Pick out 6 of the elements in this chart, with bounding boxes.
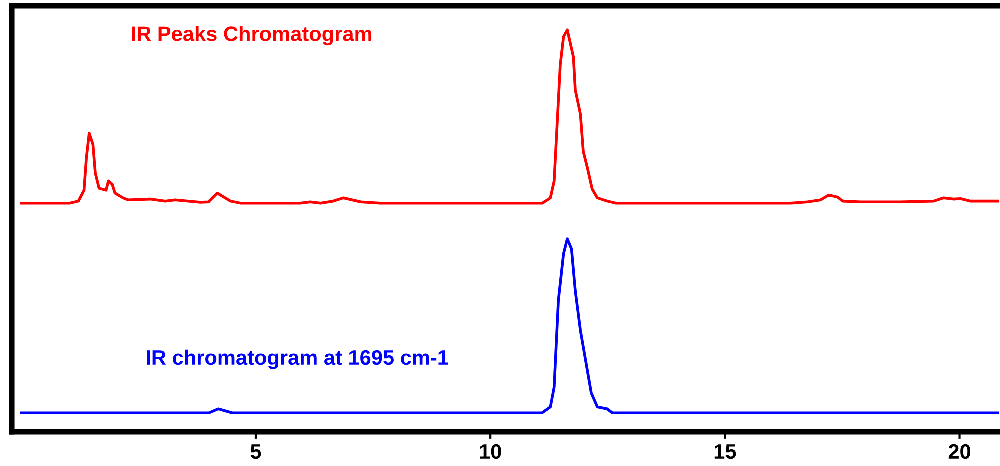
text: IR chromatogram at 1695 cm-1 xyxy=(147,350,448,370)
x-tick-label: 15 xyxy=(714,444,736,460)
text: IR Peaks Chromatogram xyxy=(132,26,372,46)
x-tick-label: 20 xyxy=(948,444,971,460)
x-tick-label: 5 xyxy=(250,444,262,460)
x-tick-label: 10 xyxy=(480,444,502,460)
